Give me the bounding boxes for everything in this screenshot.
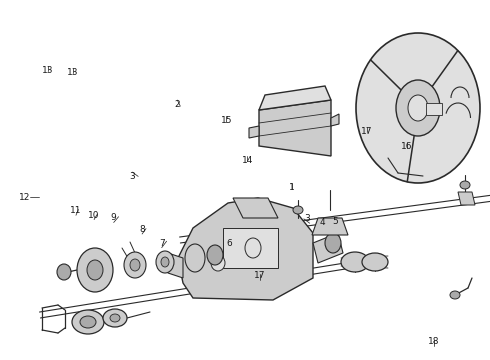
Ellipse shape <box>87 260 103 280</box>
Polygon shape <box>233 198 278 218</box>
Text: 1: 1 <box>289 183 294 192</box>
Ellipse shape <box>77 248 113 292</box>
Ellipse shape <box>110 314 120 322</box>
Text: 7: 7 <box>159 239 165 248</box>
Text: 8: 8 <box>139 225 145 234</box>
Ellipse shape <box>245 238 261 258</box>
Ellipse shape <box>161 257 169 267</box>
Text: 6: 6 <box>226 239 232 248</box>
Text: 10: 10 <box>88 211 100 220</box>
Ellipse shape <box>293 206 303 214</box>
Polygon shape <box>168 253 183 278</box>
Text: 5: 5 <box>332 217 338 226</box>
Text: 17: 17 <box>254 271 266 280</box>
Text: 4: 4 <box>319 218 325 227</box>
Ellipse shape <box>341 252 369 272</box>
Text: 3: 3 <box>129 172 135 181</box>
Bar <box>426 103 442 115</box>
Text: 11: 11 <box>70 206 82 215</box>
Ellipse shape <box>325 233 341 253</box>
Text: 15: 15 <box>220 116 232 125</box>
Polygon shape <box>249 126 259 138</box>
Ellipse shape <box>124 252 146 278</box>
Ellipse shape <box>460 181 470 189</box>
Text: 12: 12 <box>19 193 30 202</box>
Ellipse shape <box>185 244 205 272</box>
Polygon shape <box>259 100 331 156</box>
Text: 2: 2 <box>174 100 180 109</box>
Ellipse shape <box>356 33 480 183</box>
Polygon shape <box>313 233 343 263</box>
Polygon shape <box>259 86 331 110</box>
Ellipse shape <box>57 264 71 280</box>
Polygon shape <box>458 192 475 205</box>
Text: 18: 18 <box>428 337 440 346</box>
Text: 14: 14 <box>242 156 253 165</box>
Text: 3: 3 <box>304 214 310 223</box>
Text: 13: 13 <box>67 68 78 77</box>
Ellipse shape <box>362 253 388 271</box>
Ellipse shape <box>156 251 174 273</box>
Bar <box>223 228 278 268</box>
Polygon shape <box>331 114 339 126</box>
Polygon shape <box>312 218 348 235</box>
Ellipse shape <box>80 316 96 328</box>
Ellipse shape <box>130 259 140 271</box>
Text: 13: 13 <box>42 66 54 75</box>
Ellipse shape <box>103 309 127 327</box>
Ellipse shape <box>408 95 428 121</box>
Ellipse shape <box>211 255 225 271</box>
Ellipse shape <box>72 310 104 334</box>
Text: 16: 16 <box>401 142 413 151</box>
Ellipse shape <box>450 291 460 299</box>
Polygon shape <box>178 198 313 300</box>
Text: 17: 17 <box>361 127 372 136</box>
Ellipse shape <box>207 245 223 265</box>
Text: 9: 9 <box>111 213 117 222</box>
Ellipse shape <box>396 80 440 136</box>
